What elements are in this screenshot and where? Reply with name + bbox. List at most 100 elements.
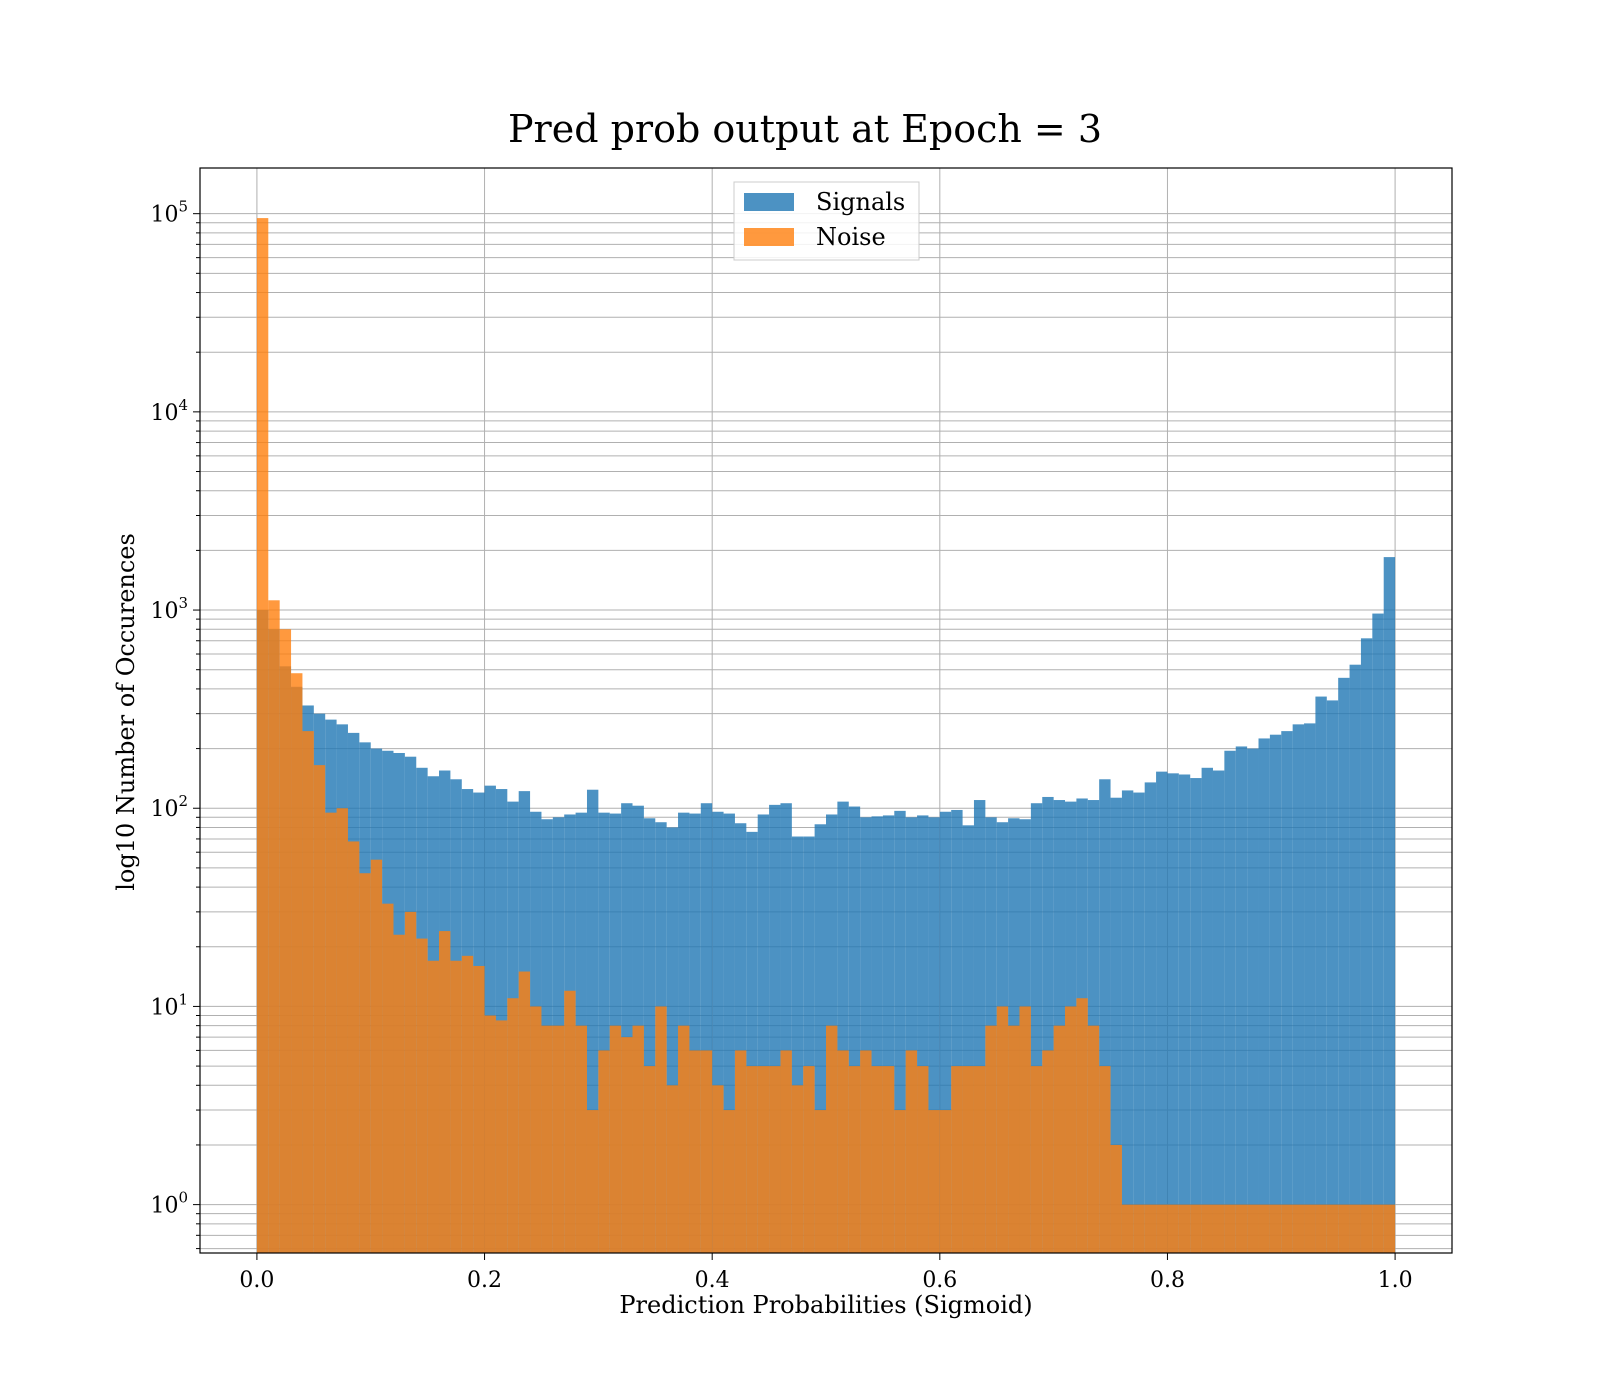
signals-bar <box>1178 774 1191 1253</box>
legend-swatch-noise <box>744 228 794 246</box>
signals-bar <box>712 811 724 1253</box>
signals-bar <box>1338 677 1350 1253</box>
noise-bar <box>575 1025 587 1253</box>
noise-bar <box>495 1020 508 1253</box>
noise-bar <box>1224 1204 1236 1253</box>
noise-bar <box>439 931 451 1253</box>
noise-bar <box>712 1085 724 1253</box>
noise-bar <box>1042 1050 1054 1253</box>
noise-bar <box>1144 1204 1157 1253</box>
signals-bar <box>1292 724 1305 1253</box>
noise-bar <box>962 1066 974 1253</box>
signals-bar <box>666 827 679 1253</box>
noise-bar <box>803 1066 815 1253</box>
signals-bar <box>882 815 895 1253</box>
x-tick-label: 0.0 <box>239 1268 274 1293</box>
noise-bar <box>1338 1204 1350 1253</box>
x-axis-label: Prediction Probabilities (Sigmoid) <box>619 1291 1032 1319</box>
signals-bar <box>1190 778 1202 1253</box>
noise-bar <box>1212 1204 1225 1253</box>
signals-bar <box>1372 613 1384 1253</box>
noise-bar <box>461 955 474 1253</box>
signals-bar <box>939 811 952 1253</box>
noise-bar <box>1099 1066 1111 1253</box>
noise-bar <box>848 1066 861 1253</box>
signals-bar <box>1121 790 1134 1253</box>
signals-bar <box>769 804 781 1253</box>
noise-bar <box>586 1110 599 1253</box>
noise-bar <box>917 1066 929 1253</box>
legend-swatch-signals <box>744 193 794 211</box>
signals-bar <box>1235 746 1248 1253</box>
signals-bar <box>973 800 986 1253</box>
noise-bar <box>313 765 326 1253</box>
noise-bar <box>996 1006 1009 1253</box>
signals-bar <box>871 816 883 1253</box>
noise-bar <box>1269 1204 1282 1253</box>
noise-bar <box>780 1050 792 1253</box>
noise-bar <box>1315 1204 1327 1253</box>
signals-bar <box>1133 792 1145 1253</box>
noise-bar <box>291 673 303 1253</box>
y-tick-label: 103 <box>150 594 188 624</box>
signals-bar <box>1315 696 1327 1253</box>
noise-bar <box>382 903 394 1253</box>
noise-bar <box>757 1066 770 1253</box>
noise-bar <box>791 1085 804 1253</box>
noise-bar <box>484 1015 496 1253</box>
noise-bar <box>1304 1204 1316 1253</box>
noise-bar <box>1201 1204 1213 1253</box>
noise-bar <box>279 629 292 1253</box>
noise-bar <box>734 1050 747 1253</box>
noise-bar <box>325 812 337 1253</box>
signals-bar <box>1167 773 1179 1253</box>
signals-bar <box>1156 771 1168 1253</box>
noise-bar <box>1281 1204 1293 1253</box>
legend: Signals Noise <box>733 181 920 261</box>
noise-bar <box>928 1110 940 1253</box>
signals-bar <box>734 823 747 1253</box>
signals-bar <box>1383 557 1396 1253</box>
noise-bar <box>655 1006 667 1253</box>
signals-bar <box>848 806 861 1253</box>
noise-bar <box>541 1025 553 1253</box>
noise-bar <box>689 1050 701 1253</box>
x-tick-label: 0.8 <box>1150 1268 1185 1293</box>
noise-bar <box>700 1050 713 1253</box>
noise-bar <box>882 1066 895 1253</box>
signals-bar <box>860 817 872 1253</box>
noise-bar <box>1121 1204 1134 1253</box>
noise-bar <box>826 1025 838 1253</box>
noise-bar <box>973 1066 986 1253</box>
noise-bar <box>905 1050 918 1253</box>
noise-bar <box>564 990 576 1253</box>
noise-bar <box>416 938 428 1253</box>
signals-bar <box>1247 748 1259 1253</box>
noise-bar <box>609 1025 622 1253</box>
noise-bar <box>678 1025 690 1253</box>
signals-bar <box>791 836 804 1253</box>
x-tick-label: 0.6 <box>922 1268 957 1293</box>
noise-bar <box>871 1066 883 1253</box>
noise-bar <box>393 934 405 1253</box>
signals-bar <box>643 818 656 1253</box>
signals-bar <box>1224 750 1236 1253</box>
legend-label-noise: Noise <box>816 223 886 251</box>
signals-bar <box>1144 782 1157 1253</box>
noise-bar <box>632 1025 644 1253</box>
noise-bar <box>552 1025 565 1253</box>
noise-bar <box>1258 1204 1270 1253</box>
signals-bar <box>1258 738 1270 1253</box>
noise-bar <box>1178 1204 1191 1253</box>
x-axis-ticks: 0.0 0.2 0.4 0.6 0.8 1.0 <box>239 1253 1413 1293</box>
signals-bar <box>757 814 770 1253</box>
noise-bar <box>1326 1204 1339 1253</box>
signals-bar <box>894 810 906 1253</box>
noise-bar <box>473 965 485 1253</box>
noise-bar <box>1110 1144 1122 1253</box>
noise-bar <box>427 960 440 1253</box>
signals-bar <box>1099 779 1111 1253</box>
y-tick-label: 102 <box>150 792 188 822</box>
noise-bar <box>1292 1204 1305 1253</box>
y-axis-ticks: 100 101 102 103 104 105 <box>150 198 200 1250</box>
